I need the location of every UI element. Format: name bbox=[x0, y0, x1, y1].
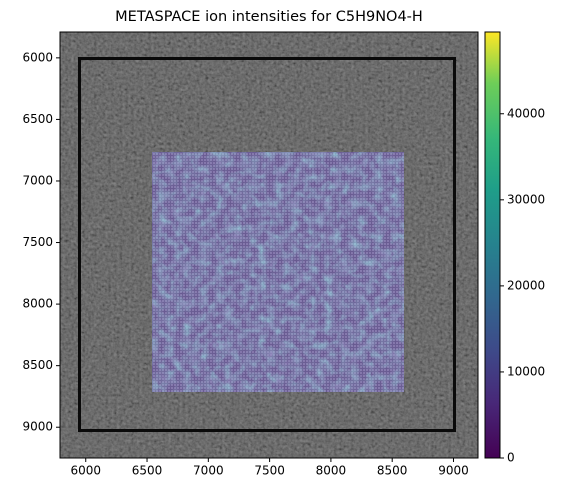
x-tick-label: 8000 bbox=[316, 464, 347, 478]
colorbar-tick-label: 30000 bbox=[507, 192, 545, 206]
colorbar-tick-label: 10000 bbox=[507, 364, 545, 378]
y-tick-label: 8500 bbox=[22, 358, 53, 372]
x-tick-label: 6000 bbox=[70, 464, 101, 478]
x-tick-label: 7000 bbox=[193, 464, 224, 478]
x-tick-label: 9000 bbox=[438, 464, 469, 478]
y-tick-label: 6000 bbox=[22, 50, 53, 64]
x-tick-label: 6500 bbox=[132, 464, 163, 478]
x-tick-label: 8500 bbox=[377, 464, 408, 478]
ion-intensity bbox=[152, 152, 404, 392]
image bbox=[60, 32, 478, 458]
colorbar-tick-label: 20000 bbox=[507, 278, 545, 292]
chart-title: METASPACE ion intensities for C5H9NO4-H bbox=[115, 9, 423, 25]
plot-frame bbox=[59, 31, 479, 459]
colorbar-tick-label: 0 bbox=[507, 451, 515, 465]
colorbar-tick-label: 40000 bbox=[507, 106, 545, 120]
x-tick-label: 7500 bbox=[254, 464, 285, 478]
y-tick-label: 7500 bbox=[22, 235, 53, 249]
colorbar bbox=[484, 31, 501, 459]
y-tick-label: 6500 bbox=[22, 112, 53, 126]
slide-frame bbox=[78, 57, 456, 432]
y-tick-label: 8000 bbox=[22, 297, 53, 311]
y-tick-label: 7000 bbox=[22, 173, 53, 187]
y-tick-label: 9000 bbox=[22, 420, 53, 434]
